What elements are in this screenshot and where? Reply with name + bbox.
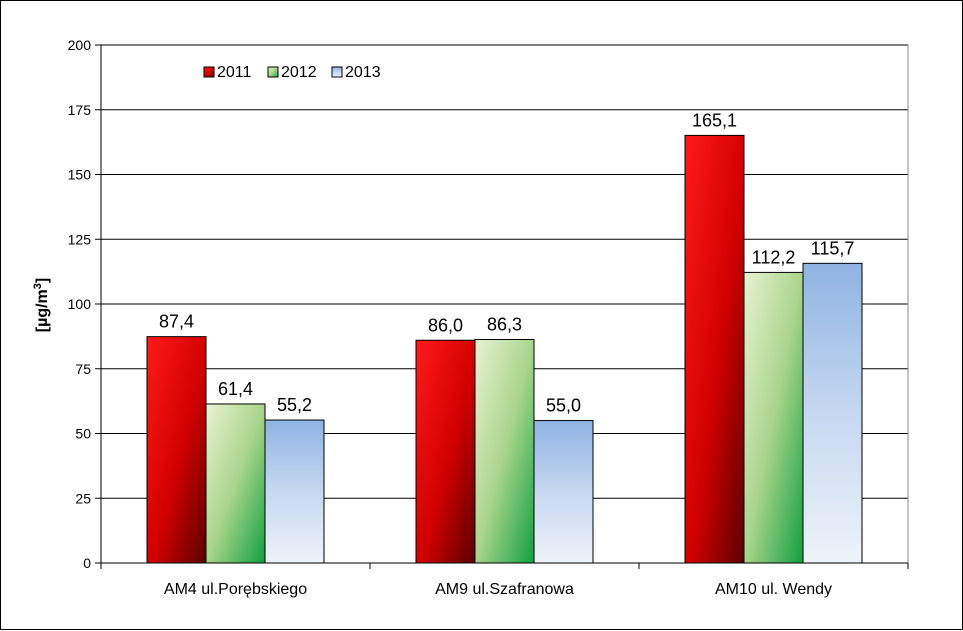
y-tick-label: 50 (75, 426, 91, 442)
data-label: 86,3 (487, 314, 522, 334)
bar-2011-1 (146, 336, 207, 564)
y-tick-label: 125 (68, 231, 92, 247)
bar-2011-2 (415, 339, 476, 564)
legend-label-2013: 2013 (345, 64, 381, 81)
legend-label-2011: 2011 (217, 64, 252, 81)
bar-2012-1 (205, 403, 266, 564)
legend: 2011 2012 2013 (203, 64, 381, 81)
data-label: 115,7 (811, 238, 855, 258)
y-tick-label: 200 (68, 37, 92, 53)
x-category-label: AM10 ul. Wendy (715, 581, 832, 598)
legend-swatch-2013 (331, 66, 343, 78)
y-axis-label: [µg/m3] (32, 278, 51, 332)
legend-swatch-2012 (267, 66, 279, 78)
data-label: 112,2 (752, 247, 796, 267)
data-label: 87,4 (159, 312, 194, 332)
legend-swatch-2011 (203, 66, 215, 78)
y-tick-label: 150 (68, 167, 92, 183)
y-tick-label: 75 (75, 361, 91, 377)
legend-label-2012: 2012 (281, 64, 317, 81)
x-category-label: AM9 ul.Szafranowa (435, 581, 574, 598)
data-label: 86,0 (428, 315, 463, 335)
data-label: 55,0 (546, 396, 581, 416)
bar-2011-3 (684, 134, 745, 564)
y-tick-label: 25 (75, 490, 91, 506)
data-label: 61,4 (218, 379, 253, 399)
data-label: 55,2 (277, 395, 312, 415)
y-tick-label: 0 (83, 555, 91, 571)
x-category-label: AM4 ul.Porębskiego (164, 581, 307, 598)
bars (146, 134, 863, 564)
y-tick-label: 175 (68, 102, 92, 118)
bar-2013-2 (533, 420, 594, 564)
y-tick-label: 100 (68, 296, 92, 312)
data-label: 165,1 (692, 110, 737, 130)
bar-2013-3 (802, 262, 863, 564)
bar-2012-3 (743, 271, 804, 564)
data-labels: 87,4 61,4 55,2 86,0 86,3 55,0 165,1 112,2 115,7 (159, 110, 854, 415)
bar-2013-1 (264, 419, 325, 564)
bar-2012-2 (474, 338, 535, 564)
